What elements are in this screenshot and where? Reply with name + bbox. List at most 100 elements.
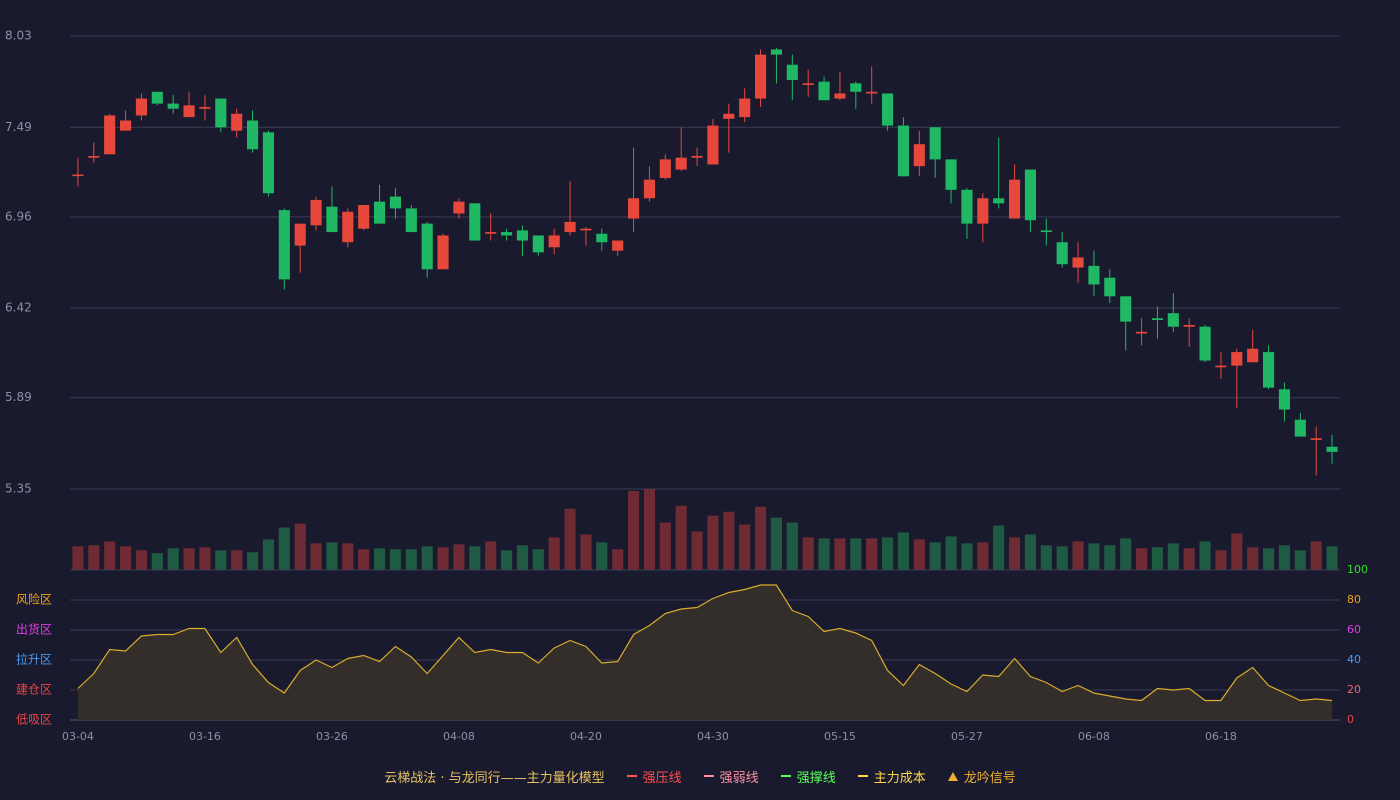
- candle-body: [1278, 389, 1290, 410]
- candle-body: [516, 230, 528, 241]
- volume-bar: [1326, 546, 1338, 570]
- volume-bar: [215, 550, 227, 570]
- candle-body: [104, 115, 116, 155]
- candle-body: [183, 105, 195, 118]
- x-tick-label: 06-18: [1205, 730, 1237, 743]
- zone-label: 风险区: [16, 592, 52, 607]
- candle-body: [326, 206, 338, 233]
- legend-item: 强压线: [626, 767, 682, 786]
- legend-swatch: [626, 775, 637, 777]
- candle-body: [1151, 318, 1163, 320]
- candle-body: [135, 98, 147, 116]
- volume-bar: [469, 546, 481, 570]
- volume-bar: [564, 508, 576, 570]
- volume-bar: [247, 552, 259, 570]
- volume-bar: [231, 550, 243, 570]
- volume-bar: [1231, 533, 1243, 570]
- volume-bar: [1040, 545, 1052, 570]
- candle-body: [120, 120, 132, 131]
- candle-body: [691, 156, 703, 158]
- candle-body: [866, 91, 878, 94]
- candle-body: [882, 93, 894, 126]
- candle-body: [215, 98, 227, 128]
- x-tick-label: 04-08: [443, 730, 475, 743]
- candle-body: [1040, 230, 1052, 233]
- volume-bar: [929, 542, 941, 570]
- volume-bar: [945, 536, 957, 570]
- legend-item: 龙吟信号: [947, 767, 1016, 786]
- volume-bar: [1247, 547, 1259, 570]
- candle-body: [453, 201, 465, 214]
- legend-item: 强撑线: [780, 767, 836, 786]
- candle-body: [247, 120, 259, 150]
- volume-bar: [691, 531, 703, 570]
- volume-bar: [1009, 537, 1021, 570]
- candle-body: [1120, 296, 1132, 322]
- candle-body: [786, 64, 798, 80]
- candle-body: [374, 201, 386, 224]
- y-tick-label: 5.89: [5, 390, 32, 404]
- volume-bar: [882, 537, 894, 570]
- legend-swatch: [947, 771, 958, 781]
- legend-title: 云梯战法 · 与龙同行——主力量化模型: [384, 770, 605, 786]
- candle-body: [278, 210, 290, 280]
- volume-bar: [961, 543, 973, 570]
- candle-body: [1215, 365, 1227, 368]
- volume-bar: [659, 522, 671, 570]
- volume-bar: [1199, 541, 1211, 570]
- x-tick-label: 05-27: [951, 730, 983, 743]
- x-tick-label: 05-15: [824, 730, 856, 743]
- volume-bar: [612, 549, 624, 570]
- candle-body: [1199, 326, 1211, 361]
- candle-body: [262, 132, 274, 194]
- volume-bar: [516, 545, 528, 570]
- candle-body: [294, 223, 306, 246]
- legend-swatch: [703, 775, 714, 777]
- legend-item: 主力成本: [857, 767, 926, 786]
- volume-bar: [1215, 550, 1227, 570]
- candle-body: [1326, 446, 1338, 452]
- x-tick-label: 03-26: [316, 730, 348, 743]
- candle-body: [1136, 331, 1148, 334]
- volume-bar: [1278, 545, 1290, 570]
- volume-bar: [1263, 548, 1275, 570]
- volume-bar: [453, 544, 465, 570]
- volume-bar: [342, 543, 354, 570]
- volume-bar: [135, 550, 147, 570]
- candle-body: [1263, 352, 1275, 388]
- legend-label: 强撑线: [796, 770, 836, 786]
- candle-body: [1231, 352, 1243, 366]
- candle-body: [961, 189, 973, 224]
- candle-body: [707, 125, 719, 165]
- candle-body: [755, 54, 767, 99]
- legend-swatch: [857, 775, 868, 777]
- volume-bar: [183, 548, 195, 570]
- candle-body: [1310, 438, 1322, 440]
- legend-label: 强压线: [642, 770, 682, 786]
- candle-body: [88, 156, 100, 158]
- candle-body: [628, 198, 640, 219]
- candle-body: [850, 83, 862, 92]
- volume-bar: [1072, 541, 1084, 570]
- y-tick-label: 6.96: [5, 209, 32, 223]
- volume-bar: [120, 546, 132, 570]
- candle-body: [596, 233, 608, 243]
- candle-body: [580, 228, 592, 231]
- candle-body: [501, 232, 513, 236]
- volume-bar: [596, 542, 608, 570]
- volume-bar: [739, 524, 751, 570]
- volume-bar: [1120, 538, 1132, 570]
- volume-bar: [104, 541, 116, 570]
- candle-body: [659, 159, 671, 178]
- candle-body: [770, 49, 782, 55]
- candle-body: [72, 174, 84, 177]
- x-tick-label: 03-04: [62, 730, 94, 743]
- candle-body: [151, 91, 163, 104]
- candle-body: [199, 106, 211, 109]
- volume-bar: [1056, 546, 1068, 570]
- volume-bar: [485, 541, 497, 570]
- candle-body: [612, 240, 624, 251]
- candle-body: [1294, 419, 1306, 437]
- candle-body: [1024, 169, 1036, 221]
- volume-bar: [72, 546, 84, 570]
